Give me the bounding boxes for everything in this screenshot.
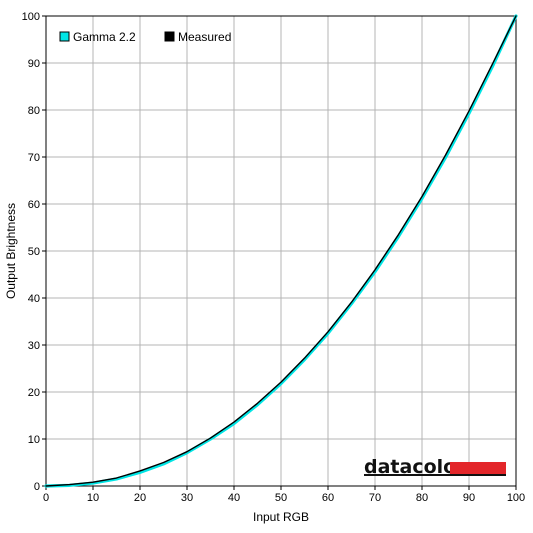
x-tick-label: 20	[134, 492, 146, 504]
y-axis-label: Output Brightness	[4, 203, 18, 299]
y-tick-label: 10	[28, 434, 40, 446]
legend-swatch-gamma	[59, 31, 70, 42]
series-line-gamma-2-2	[44, 14, 518, 488]
series-line-measured	[45, 15, 517, 487]
x-tick-label: 100	[507, 492, 525, 504]
y-tick-label: 90	[28, 58, 40, 70]
x-tick-label: 40	[228, 492, 240, 504]
legend-label-gamma: Gamma 2.2	[73, 30, 136, 44]
x-axis-label: Input RGB	[253, 510, 309, 524]
y-axis-ticks: 0 10 20 30 40 50 60 70 80 90 100	[22, 11, 46, 493]
x-tick-label: 70	[369, 492, 381, 504]
y-tick-label: 100	[22, 11, 40, 23]
x-tick-label: 50	[275, 492, 287, 504]
y-tick-label: 50	[28, 246, 40, 258]
y-tick-label: 30	[28, 340, 40, 352]
x-tick-label: 0	[43, 492, 49, 504]
y-tick-label: 60	[28, 199, 40, 211]
x-tick-label: 90	[463, 492, 475, 504]
datacolor-logo-bar	[450, 462, 506, 474]
legend: Gamma 2.2 Measured	[59, 30, 231, 44]
x-tick-label: 80	[416, 492, 428, 504]
y-tick-label: 80	[28, 105, 40, 117]
x-tick-label: 30	[181, 492, 193, 504]
legend-label-measured: Measured	[178, 30, 231, 44]
y-tick-label: 70	[28, 152, 40, 164]
x-tick-label: 10	[87, 492, 99, 504]
datacolor-logo: datacolor	[364, 456, 506, 478]
y-tick-label: 20	[28, 387, 40, 399]
legend-swatch-measured	[164, 31, 175, 42]
datacolor-logo-text: datacolor	[364, 456, 466, 478]
grid-lines	[46, 16, 516, 486]
x-axis-ticks: 0 10 20 30 40 50 60 70 80 90 100	[43, 486, 525, 504]
datacolor-logo-underline	[364, 474, 506, 476]
series-layer	[44, 14, 518, 488]
x-tick-label: 60	[322, 492, 334, 504]
y-tick-label: 0	[34, 481, 40, 493]
y-tick-label: 40	[28, 293, 40, 305]
